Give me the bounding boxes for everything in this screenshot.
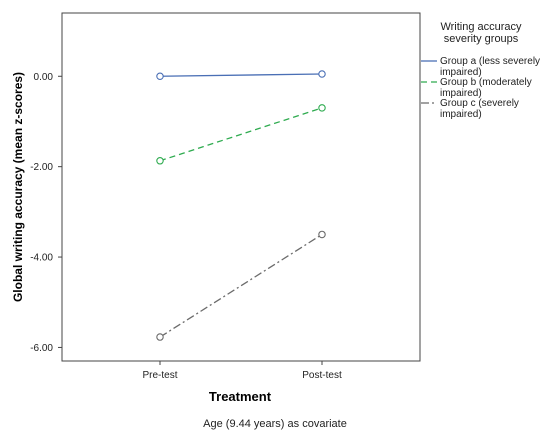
y-tick-label: -6.00 <box>30 343 53 354</box>
legend-label: Group c (severely <box>440 98 519 109</box>
legend-label: impaired) <box>440 109 482 120</box>
series-line <box>159 73 323 77</box>
legend-label: Group b (moderately <box>440 77 532 88</box>
legend-label: impaired) <box>440 67 482 78</box>
y-axis-title: Global writing accuracy (mean z-scores) <box>11 72 25 302</box>
x-tick-label: Post-test <box>302 370 342 381</box>
plot-frame <box>61 12 421 362</box>
x-tick-label: Pre-test <box>142 370 177 381</box>
legend-label: Group a (less severely <box>440 56 540 67</box>
y-axis-ticks: 0.00 -2.00 -4.00 -6.00 <box>30 72 62 354</box>
covariate-note: Age (9.44 years) as covariate <box>203 418 347 430</box>
legend-label: impaired) <box>440 88 482 99</box>
series-group-0 <box>156 70 326 81</box>
series-line <box>159 107 323 162</box>
y-tick-label: -4.00 <box>30 253 53 264</box>
data-point <box>156 72 164 81</box>
data-point <box>318 230 326 239</box>
series-group-1 <box>156 104 326 165</box>
y-tick-label: -2.00 <box>30 162 53 173</box>
y-tick-label: 0.00 <box>34 72 54 83</box>
data-point <box>318 70 326 78</box>
series-group-2 <box>156 230 326 341</box>
x-axis-ticks: Pre-test Post-test <box>142 361 342 381</box>
data-point <box>318 104 326 112</box>
series-layer <box>156 70 326 341</box>
x-axis-title: Treatment <box>209 389 272 404</box>
data-point <box>156 157 164 165</box>
legend-title: severity groups <box>444 33 519 45</box>
data-point <box>156 333 164 341</box>
legend-title: Writing accuracy <box>440 21 522 33</box>
